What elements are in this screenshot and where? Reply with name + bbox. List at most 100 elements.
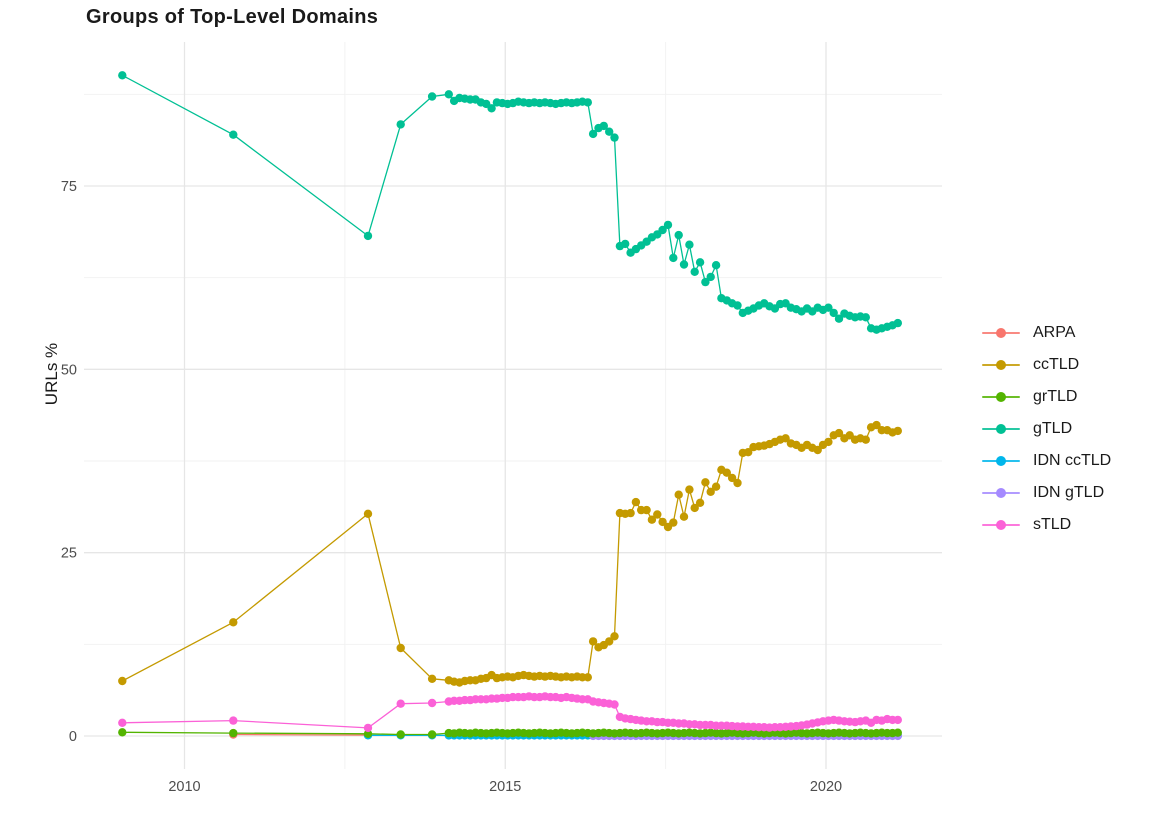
data-point bbox=[861, 435, 870, 444]
legend-key-icon bbox=[982, 355, 1020, 375]
data-point bbox=[733, 478, 742, 488]
data-point bbox=[706, 272, 715, 282]
legend-item-grtld: grTLD bbox=[982, 381, 1111, 413]
data-point bbox=[229, 728, 238, 738]
data-point bbox=[427, 730, 437, 739]
data-point bbox=[396, 730, 405, 739]
data-point bbox=[583, 98, 592, 107]
data-point bbox=[824, 437, 833, 447]
legend-item-gtld: gTLD bbox=[982, 413, 1111, 445]
data-point bbox=[396, 643, 405, 653]
legend-label: gTLD bbox=[1033, 420, 1073, 437]
data-point bbox=[229, 716, 238, 725]
legend-item-idn-gtld: IDN gTLD bbox=[982, 477, 1111, 509]
data-point bbox=[610, 133, 619, 142]
y-tick-label: 0 bbox=[69, 729, 77, 745]
data-point bbox=[722, 468, 731, 477]
data-point bbox=[621, 239, 630, 249]
data-point bbox=[118, 71, 127, 80]
data-point bbox=[610, 700, 619, 709]
legend-key-icon bbox=[982, 387, 1020, 407]
data-point bbox=[363, 723, 373, 733]
legend-item-idn-cctld: IDN ccTLD bbox=[982, 445, 1111, 477]
data-point bbox=[118, 676, 127, 686]
series-stld bbox=[118, 692, 902, 733]
data-point bbox=[674, 490, 683, 499]
data-point bbox=[893, 715, 902, 725]
data-point bbox=[674, 230, 683, 240]
data-point bbox=[861, 313, 870, 322]
data-point bbox=[701, 478, 710, 487]
legend-label: IDN gTLD bbox=[1033, 484, 1105, 501]
data-point bbox=[588, 129, 598, 139]
data-point bbox=[653, 510, 662, 519]
data-point bbox=[695, 258, 705, 267]
legend-item-cctld: ccTLD bbox=[982, 349, 1111, 381]
y-tick-label: 50 bbox=[61, 362, 77, 378]
data-point bbox=[690, 503, 699, 513]
data-point bbox=[588, 637, 598, 646]
legend-item-stld: sTLD bbox=[982, 509, 1111, 541]
data-point bbox=[363, 231, 373, 241]
data-point bbox=[701, 277, 710, 287]
series-line bbox=[233, 733, 369, 736]
data-point bbox=[669, 518, 678, 527]
data-point bbox=[363, 509, 373, 518]
legend-key-icon bbox=[982, 419, 1020, 439]
series-arpa bbox=[229, 730, 373, 740]
series-gtld bbox=[118, 71, 902, 334]
y-tick-label: 25 bbox=[61, 546, 77, 562]
data-point bbox=[427, 92, 437, 101]
data-point bbox=[229, 130, 238, 139]
series-line bbox=[121, 74, 899, 331]
legend-key-icon bbox=[982, 483, 1020, 503]
data-point bbox=[781, 434, 790, 443]
data-point bbox=[679, 512, 689, 521]
data-point bbox=[605, 637, 614, 646]
data-point bbox=[679, 260, 689, 269]
data-point bbox=[893, 318, 902, 328]
legend-label: IDN ccTLD bbox=[1033, 452, 1112, 469]
gridlines-major bbox=[84, 42, 942, 769]
series-grtld bbox=[118, 728, 902, 739]
data-point bbox=[605, 127, 614, 136]
data-point bbox=[626, 508, 635, 518]
data-point bbox=[711, 261, 721, 270]
data-point bbox=[824, 303, 833, 312]
data-point bbox=[583, 673, 592, 682]
legend-label: grTLD bbox=[1033, 388, 1078, 405]
data-point bbox=[658, 225, 667, 235]
data-point bbox=[733, 301, 742, 310]
data-point bbox=[829, 308, 838, 318]
data-point bbox=[599, 121, 608, 131]
data-point bbox=[396, 120, 405, 129]
x-tick-label: 2015 bbox=[489, 779, 521, 795]
data-point bbox=[118, 728, 127, 737]
x-tick-label: 2020 bbox=[810, 779, 842, 795]
legend-label: sTLD bbox=[1033, 516, 1072, 533]
data-point bbox=[487, 104, 496, 113]
data-point bbox=[118, 718, 127, 727]
data-point bbox=[834, 314, 844, 323]
data-point bbox=[872, 420, 881, 430]
data-point bbox=[695, 498, 705, 507]
data-point bbox=[706, 487, 715, 496]
data-point bbox=[631, 497, 641, 507]
data-point bbox=[229, 618, 238, 627]
legend-key-icon bbox=[982, 323, 1020, 343]
data-point bbox=[834, 428, 844, 438]
data-point bbox=[685, 240, 694, 249]
legend-key-icon bbox=[982, 515, 1020, 535]
data-point bbox=[744, 448, 753, 457]
y-axis-title: URLs % bbox=[42, 342, 61, 406]
data-point bbox=[427, 698, 437, 708]
data-point bbox=[727, 473, 737, 483]
data-point bbox=[669, 253, 678, 263]
legend-label: ccTLD bbox=[1033, 356, 1080, 373]
data-point bbox=[690, 267, 699, 276]
data-point bbox=[658, 517, 667, 527]
y-tick-label: 75 bbox=[61, 179, 77, 195]
data-point bbox=[813, 445, 822, 455]
